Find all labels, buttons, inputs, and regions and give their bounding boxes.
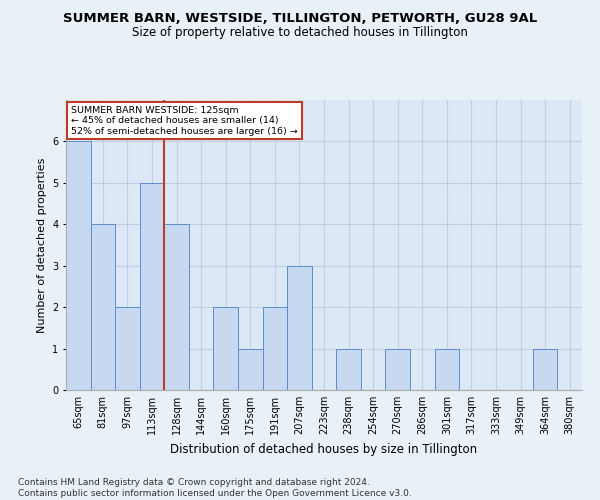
Text: Contains HM Land Registry data © Crown copyright and database right 2024.
Contai: Contains HM Land Registry data © Crown c… [18,478,412,498]
Bar [91,224,115,390]
Bar [115,307,140,390]
Y-axis label: Number of detached properties: Number of detached properties [37,158,47,332]
Bar [66,142,91,390]
Bar [238,348,263,390]
Bar [336,348,361,390]
Text: SUMMER BARN WESTSIDE: 125sqm
← 45% of detached houses are smaller (14)
52% of se: SUMMER BARN WESTSIDE: 125sqm ← 45% of de… [71,106,298,136]
Bar [385,348,410,390]
Bar [533,348,557,390]
Text: SUMMER BARN, WESTSIDE, TILLINGTON, PETWORTH, GU28 9AL: SUMMER BARN, WESTSIDE, TILLINGTON, PETWO… [63,12,537,26]
Bar [287,266,312,390]
Text: Size of property relative to detached houses in Tillington: Size of property relative to detached ho… [132,26,468,39]
Bar [434,348,459,390]
Bar [214,307,238,390]
Bar [263,307,287,390]
X-axis label: Distribution of detached houses by size in Tillington: Distribution of detached houses by size … [170,442,478,456]
Bar [140,183,164,390]
Bar [164,224,189,390]
